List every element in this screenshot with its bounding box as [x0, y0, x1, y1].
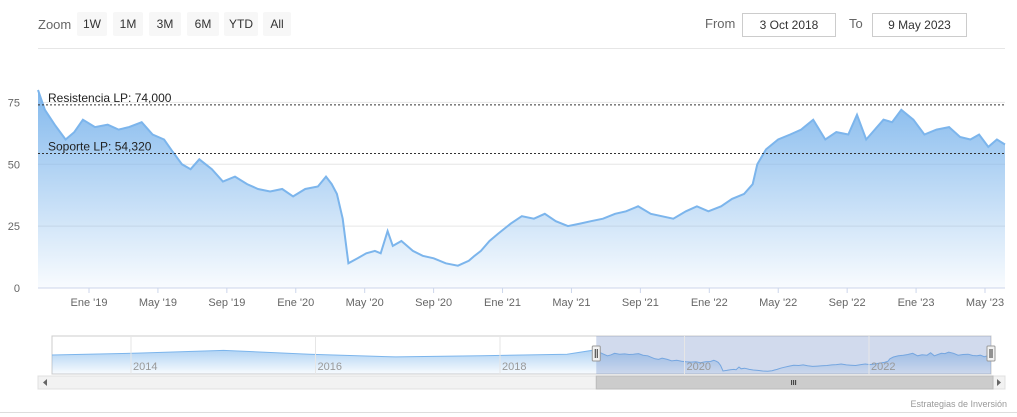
- to-label: To: [849, 16, 863, 31]
- zoom-1m-button[interactable]: 1M: [113, 12, 143, 36]
- x-tick-label: Ene '22: [691, 297, 728, 309]
- x-tick-label: Sep '22: [829, 297, 866, 309]
- x-tick-label: Ene '20: [277, 297, 314, 309]
- price-line: [37, 89, 1006, 267]
- reference-lines: Resistencia LP: 74,000 Soporte LP: 54,320: [38, 91, 1005, 155]
- zoom-6m-button[interactable]: 6M: [187, 12, 219, 36]
- navigator-tick-label: 2018: [502, 361, 526, 373]
- navigator[interactable]: 2014 2016 2018 2020 2022: [37, 335, 1006, 390]
- x-tick-label: May '20: [346, 297, 384, 309]
- y-axis: 0 25 50 75: [8, 97, 20, 295]
- navigator-tick-label: 2020: [687, 361, 711, 373]
- navigator-handle[interactable]: [986, 345, 996, 362]
- navigator-tick-label: 2022: [871, 361, 895, 373]
- x-tick-label: Sep '19: [208, 297, 245, 309]
- x-tick-label: Sep '20: [415, 297, 452, 309]
- scrollbar-thumb[interactable]: [595, 375, 994, 390]
- x-axis: Ene '19 May '19 Sep '19 Ene '20 May '20 Sep '…: [38, 287, 1005, 309]
- zoom-label: Zoom: [38, 17, 72, 32]
- zoom-3m-button[interactable]: 3M: [149, 12, 181, 36]
- zoom-1w-button[interactable]: 1W: [77, 12, 107, 36]
- from-label: From: [705, 16, 736, 31]
- reference-line-label: Soporte LP: 54,320: [48, 140, 152, 154]
- toolbar-divider: [38, 48, 1005, 49]
- chart-credits[interactable]: Estrategias de Inversión: [910, 399, 1007, 409]
- x-tick-label: May '23: [966, 297, 1004, 309]
- y-tick-label: 75: [8, 97, 20, 109]
- x-tick-label: Sep '21: [622, 297, 659, 309]
- x-tick-label: Ene '21: [484, 297, 521, 309]
- navigator-selection: [596, 336, 991, 374]
- x-tick-label: Ene '19: [71, 297, 108, 309]
- range-selector-toolbar: Zoom 1W 1M 3M 6M YTD All From 3 Oct 2018…: [0, 0, 1017, 48]
- navigator-handle[interactable]: [591, 345, 601, 362]
- from-date-input[interactable]: 3 Oct 2018: [742, 13, 836, 37]
- x-tick-label: Ene '23: [898, 297, 935, 309]
- navigator-area: [52, 349, 991, 374]
- navigator-tick-label: 2016: [318, 361, 342, 373]
- y-tick-label: 0: [14, 283, 20, 295]
- x-tick-label: May '21: [552, 297, 590, 309]
- to-date-input[interactable]: 9 May 2023: [872, 13, 967, 37]
- x-tick-label: May '19: [139, 297, 177, 309]
- navigator-tick-label: 2014: [133, 361, 157, 373]
- x-tick-label: May '22: [759, 297, 797, 309]
- y-tick-label: 25: [8, 221, 20, 233]
- price-area: [38, 90, 1005, 288]
- navigator-line: [51, 349, 992, 372]
- zoom-ytd-button[interactable]: YTD: [224, 12, 258, 36]
- scroll-right-arrow-icon[interactable]: [997, 379, 1001, 386]
- bottom-border: [0, 412, 1017, 413]
- zoom-all-button[interactable]: All: [263, 12, 291, 36]
- scroll-left-arrow-icon[interactable]: [43, 379, 47, 386]
- y-tick-label: 50: [8, 159, 20, 171]
- reference-line-label: Resistencia LP: 74,000: [48, 91, 172, 105]
